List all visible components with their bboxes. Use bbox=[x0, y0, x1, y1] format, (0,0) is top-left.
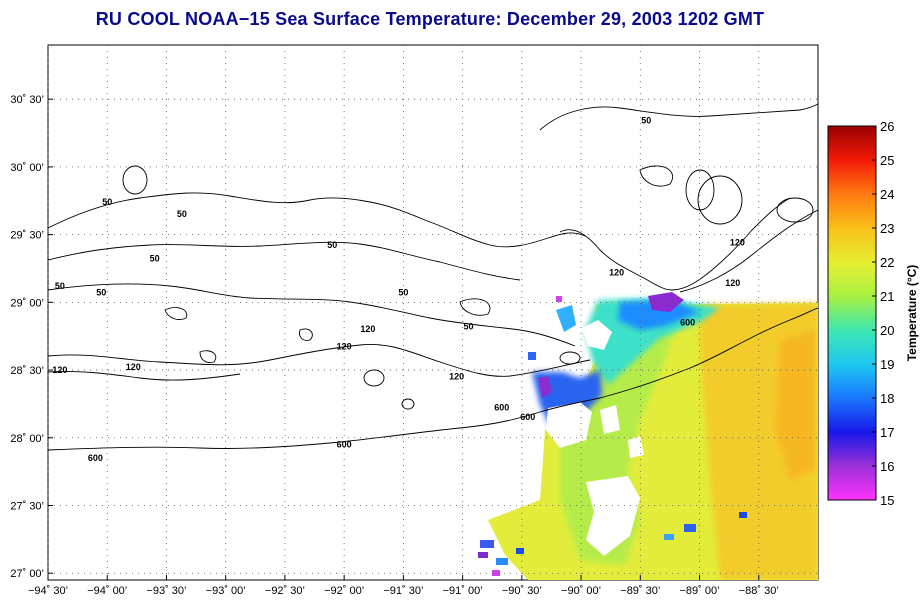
isobath-label: 50 bbox=[398, 288, 408, 298]
isobath-120m-east bbox=[679, 209, 818, 293]
isobath-600m bbox=[48, 397, 601, 451]
colorbar-tick-label: 22 bbox=[880, 255, 894, 270]
colorbar-tick-label: 15 bbox=[880, 493, 894, 508]
isobath-label: 50 bbox=[150, 254, 160, 264]
isobath-50m-mid bbox=[48, 241, 521, 281]
lon-tick-label: −90˚ 30’ bbox=[502, 585, 542, 597]
isobath-label: 120 bbox=[360, 324, 375, 334]
colorbar-tick-label: 19 bbox=[880, 357, 894, 372]
lon-tick-label: −89˚ 00’ bbox=[680, 585, 720, 597]
lat-tick-label: 28˚ 00’ bbox=[10, 433, 44, 445]
cloud-gap-5 bbox=[600, 405, 620, 434]
isobath-label: 50 bbox=[464, 321, 474, 331]
lat-tick-label: 27˚ 30’ bbox=[10, 501, 44, 513]
colorbar-tick-label: 23 bbox=[880, 221, 894, 236]
isobath-600m-east bbox=[599, 307, 818, 399]
isobath-label: 50 bbox=[177, 209, 187, 219]
lon-tick-label: −89˚ 30’ bbox=[620, 585, 660, 597]
isobath-label: 50 bbox=[641, 116, 651, 126]
colorbar-title: Temperature (°C) bbox=[905, 265, 919, 362]
isobath-label: 120 bbox=[52, 365, 67, 375]
colorbar-tick-label: 26 bbox=[880, 119, 894, 134]
sst-west-plume-inner bbox=[538, 376, 552, 398]
colorbar-tick-label: 25 bbox=[880, 153, 894, 168]
isobath-label: 600 bbox=[520, 412, 535, 422]
colorbar-tick-label: 24 bbox=[880, 187, 894, 202]
longitude-labels: −94˚ 30’ −94˚ 00’ −93˚ 30’ −93˚ 00’ −92˚ 30’… bbox=[28, 575, 779, 597]
isobath-label: 120 bbox=[609, 267, 624, 277]
colorbar-gradient bbox=[827, 125, 877, 501]
colorbar-tick-label: 21 bbox=[880, 289, 894, 304]
coastline-east bbox=[539, 103, 818, 131]
colorbar-tick-label: 17 bbox=[880, 425, 894, 440]
lon-tick-label: −92˚ 30’ bbox=[265, 585, 305, 597]
lon-tick-label: −91˚ 00’ bbox=[443, 585, 483, 597]
sst-warm-core bbox=[775, 330, 815, 480]
cloud-gap-1 bbox=[546, 402, 592, 448]
isobath-label: 120 bbox=[449, 372, 464, 382]
isobath-label: 120 bbox=[730, 237, 745, 247]
isobath-label: 600 bbox=[337, 439, 352, 449]
temperature-colorbar: 15 16 17 18 19 20 21 22 23 24 25 26 Temperature (°C… bbox=[827, 119, 919, 508]
lat-tick-label: 30˚ 30’ bbox=[10, 94, 44, 106]
isobath-120m-b bbox=[48, 371, 241, 381]
graticule bbox=[47, 45, 818, 580]
lat-tick-label: 29˚ 00’ bbox=[10, 297, 44, 309]
coastline-delta bbox=[559, 197, 791, 291]
colorbar-ticks: 15 16 17 18 19 20 21 22 23 24 25 26 bbox=[872, 119, 894, 508]
isobath-label: 600 bbox=[88, 453, 103, 463]
lon-tick-label: −92˚ 00’ bbox=[324, 585, 364, 597]
coastline-and-isobaths bbox=[48, 103, 818, 451]
isobath-label: 120 bbox=[126, 362, 141, 372]
isobath-50m-south bbox=[48, 283, 576, 347]
colorbar-tick-label: 18 bbox=[880, 391, 894, 406]
lon-tick-label: −94˚ 30’ bbox=[28, 585, 68, 597]
lon-tick-label: −88˚ 30’ bbox=[739, 585, 779, 597]
isobath-label: 50 bbox=[55, 281, 65, 291]
colorbar-tick-label: 20 bbox=[880, 323, 894, 338]
cloud-gap-3 bbox=[582, 320, 612, 350]
lon-tick-label: −93˚ 30’ bbox=[146, 585, 186, 597]
sst-small-plume bbox=[556, 305, 576, 332]
isobath-label: 50 bbox=[102, 197, 112, 207]
sst-green-band bbox=[560, 310, 680, 565]
isobath-depth-labels: 50 50 50 50 50 50 50 50 50 120 120 120 120 120 120 120 1… bbox=[52, 116, 745, 463]
isobath-label: 120 bbox=[337, 342, 352, 352]
colorbar-tick-label: 16 bbox=[880, 459, 894, 474]
cloud-gap-4 bbox=[558, 340, 576, 368]
lon-tick-label: −94˚ 00’ bbox=[87, 585, 127, 597]
lon-tick-label: −93˚ 00’ bbox=[206, 585, 246, 597]
isobath-50m-north bbox=[48, 192, 586, 248]
lon-tick-label: −91˚ 30’ bbox=[383, 585, 423, 597]
isobath-label: 600 bbox=[494, 403, 509, 413]
isobath-120m bbox=[48, 344, 591, 377]
isobath-label: 120 bbox=[725, 278, 740, 288]
sst-cool-core bbox=[618, 300, 700, 330]
lat-tick-label: 30˚ 00’ bbox=[10, 162, 44, 174]
cloud-gap-2 bbox=[586, 476, 640, 556]
isobath-label: 50 bbox=[327, 240, 337, 250]
sst-raster bbox=[478, 292, 818, 580]
lat-tick-label: 27˚ 00’ bbox=[10, 568, 44, 580]
lat-tick-label: 28˚ 30’ bbox=[10, 365, 44, 377]
isobath-label: 50 bbox=[96, 288, 106, 298]
isobath-label: 600 bbox=[680, 317, 695, 327]
lat-tick-label: 29˚ 30’ bbox=[10, 230, 44, 242]
lon-tick-label: −90˚ 00’ bbox=[561, 585, 601, 597]
latitude-labels: 30˚ 30’ 30˚ 00’ 29˚ 30’ 29˚ 00’ 28˚ 30’ 28˚ 0… bbox=[10, 94, 53, 580]
chart-title: RU COOL NOAA−15 Sea Surface Temperature:… bbox=[95, 9, 765, 29]
